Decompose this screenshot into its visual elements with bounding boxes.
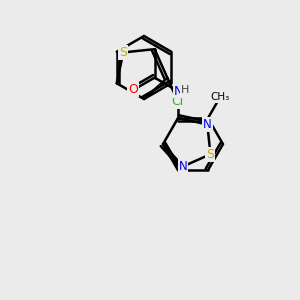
- Text: Cl: Cl: [172, 95, 184, 108]
- Text: S: S: [206, 148, 214, 161]
- Text: S: S: [119, 46, 127, 59]
- Text: N: N: [179, 160, 188, 173]
- Text: N: N: [173, 85, 183, 98]
- Text: CH₃: CH₃: [210, 92, 230, 102]
- Text: O: O: [128, 83, 138, 96]
- Text: N: N: [203, 118, 212, 131]
- Text: H: H: [180, 85, 189, 94]
